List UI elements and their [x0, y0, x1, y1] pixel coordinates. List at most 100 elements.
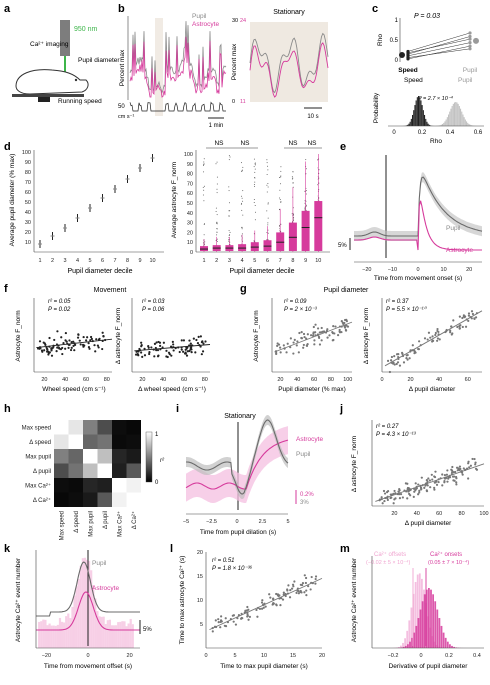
d-right-xtick: 7 — [279, 258, 282, 264]
scatter-point — [159, 344, 162, 347]
scatter-point — [299, 583, 302, 586]
d-outlier — [279, 176, 281, 178]
m-onsets-bar — [434, 601, 437, 648]
l-xlabel: Time to max pupil diameter (s) — [220, 663, 308, 670]
scatter-point — [199, 345, 202, 348]
panel-letter-g: g — [240, 283, 247, 295]
scatter-point — [314, 331, 317, 334]
scatter-point — [141, 355, 144, 358]
c-hist-bar-pupil — [457, 103, 459, 126]
f-left-stat: r² = 0.05 — [48, 299, 71, 305]
scatter-point — [140, 345, 143, 348]
panel-letter-i: i — [176, 403, 179, 415]
f-right-xticks: 20 40 60 80 — [139, 377, 208, 383]
scatter-point — [165, 349, 168, 352]
scatter-point — [303, 574, 306, 577]
scatter-point — [282, 591, 285, 594]
d-outlier — [228, 186, 230, 188]
scatter-point — [170, 345, 173, 348]
m-onsets-bar — [409, 641, 411, 648]
k-bar — [88, 560, 91, 648]
scatter-point — [338, 330, 341, 333]
h-cell — [83, 420, 98, 435]
d-right-xtick: 1 — [202, 258, 205, 264]
k-xtick: 20 — [127, 653, 133, 659]
m-ylabel: Astrocyte Ca²⁺ event number — [351, 557, 358, 642]
d-outlier — [215, 207, 217, 209]
c-hist-bar-speed — [419, 97, 421, 126]
h-col-label: Δ pupil — [103, 511, 109, 529]
d-outlier — [267, 182, 269, 184]
d-outlier — [242, 200, 244, 202]
scatter-point — [140, 351, 143, 354]
d-ns-label: NS — [288, 140, 298, 147]
h-cbar-top: 1 — [155, 432, 159, 438]
f-left-stat: P = 0.02 — [48, 307, 71, 313]
b-right-pupil-trace — [249, 32, 329, 94]
scatter-point — [395, 362, 398, 366]
panel-letter-j: j — [339, 403, 343, 415]
m-xticks: −0.2 0 0.2 0.4 — [388, 653, 481, 659]
d-left-marks — [38, 154, 155, 248]
c-hist-bar-pupil — [458, 106, 460, 126]
h-row-label: Δ Ca²⁺ — [33, 497, 51, 504]
m-offsets-bar — [406, 630, 409, 648]
d-left-xtick: 4 — [76, 258, 79, 264]
d-right-ytick: 80 — [187, 172, 193, 178]
scatter-point — [458, 324, 461, 327]
d-outlier — [242, 166, 244, 168]
scatter-point — [417, 493, 420, 496]
scatter-point — [406, 353, 409, 357]
scatter-point — [461, 473, 464, 476]
m-offsets-label: Ca²⁺ offsets — [374, 551, 406, 558]
scatter-point — [166, 355, 169, 359]
x-tick: 60 — [83, 377, 89, 383]
c-hist-bar-pupil — [468, 123, 470, 126]
k-bars — [38, 557, 134, 648]
scatter-point — [426, 338, 429, 341]
c-pair-line — [407, 48, 471, 58]
f-left-ylabel: Astrocyte F_norm — [15, 310, 22, 361]
scatter-point — [153, 355, 156, 358]
c-pupil-point — [468, 31, 472, 35]
c-hist-bar-pupil — [454, 102, 456, 126]
scatter-point — [262, 606, 265, 609]
d-outlier — [266, 162, 268, 164]
d-outlier — [280, 200, 282, 202]
scatter-point — [311, 334, 315, 337]
m-onsets-bar — [432, 594, 434, 648]
b-right-bot-left: 0 — [232, 99, 235, 105]
scatter-point — [450, 325, 453, 328]
d-right-xtick: 8 — [291, 258, 294, 264]
scatter-point — [449, 331, 452, 334]
d-outlier — [280, 223, 282, 225]
c-hist-bar-pupil — [467, 122, 469, 126]
d-outlier — [304, 190, 306, 192]
scatter-point — [82, 335, 85, 339]
i-astro-label: Astrocyte — [296, 436, 323, 443]
e-scalebar-label: 5% — [338, 243, 347, 249]
m-onsets-bar — [417, 618, 420, 648]
b-right-ylabel: Percent max — [231, 43, 238, 80]
g-left-stat: r² = 0.09 — [284, 299, 307, 305]
c-hist-bar-speed — [424, 114, 426, 126]
scatter-point — [260, 601, 264, 604]
scatter-point — [461, 316, 464, 320]
i-xtick: −5 — [183, 519, 189, 525]
scatter-point — [185, 354, 189, 357]
scatter-point — [458, 465, 462, 468]
k-bar — [106, 620, 109, 648]
l-fit-line — [209, 577, 323, 631]
scatter-point — [298, 331, 301, 335]
scatter-point — [343, 321, 346, 325]
c-pupil-point — [468, 47, 472, 51]
scatter-point — [392, 362, 395, 365]
k-astrocyte-trace — [36, 591, 140, 631]
i-xlabel: Time from pupil dilation (s) — [200, 529, 276, 536]
d-outlier — [203, 223, 205, 225]
d-outlier — [280, 166, 282, 168]
scatter-point — [155, 349, 158, 352]
scatter-point — [157, 354, 160, 357]
m-offsets-value: (−0.02 ± 5 × 10⁻⁴) — [366, 559, 411, 566]
scatter-point — [467, 314, 471, 317]
